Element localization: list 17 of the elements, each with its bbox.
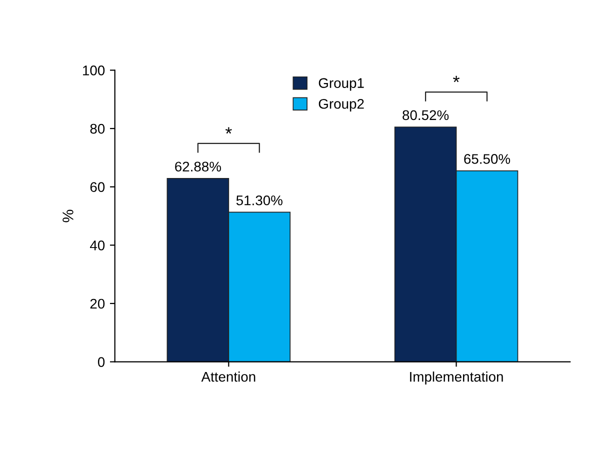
y-tick-label: 60 xyxy=(90,182,105,192)
y-tick-label: 100 xyxy=(83,66,105,76)
data-label: 51.30% xyxy=(236,195,282,206)
data-label: 65.50% xyxy=(464,154,510,164)
y-tick-label: 20 xyxy=(90,298,105,309)
x-tick-label: Attention xyxy=(201,372,256,382)
y-axis-title: % xyxy=(62,210,74,222)
x-tick-label: Implementation xyxy=(410,372,503,384)
y-tick-label: 0 xyxy=(98,357,105,367)
y-tick-label: 40 xyxy=(90,240,105,250)
legend-label: Group1 xyxy=(318,78,364,91)
annotation: * xyxy=(225,127,232,134)
data-label: 62.88% xyxy=(175,162,221,172)
data-label: 80.52% xyxy=(402,110,449,120)
legend-label: Group2 xyxy=(318,98,364,112)
annotation: * xyxy=(453,76,460,82)
y-tick-label: 80 xyxy=(90,124,105,134)
